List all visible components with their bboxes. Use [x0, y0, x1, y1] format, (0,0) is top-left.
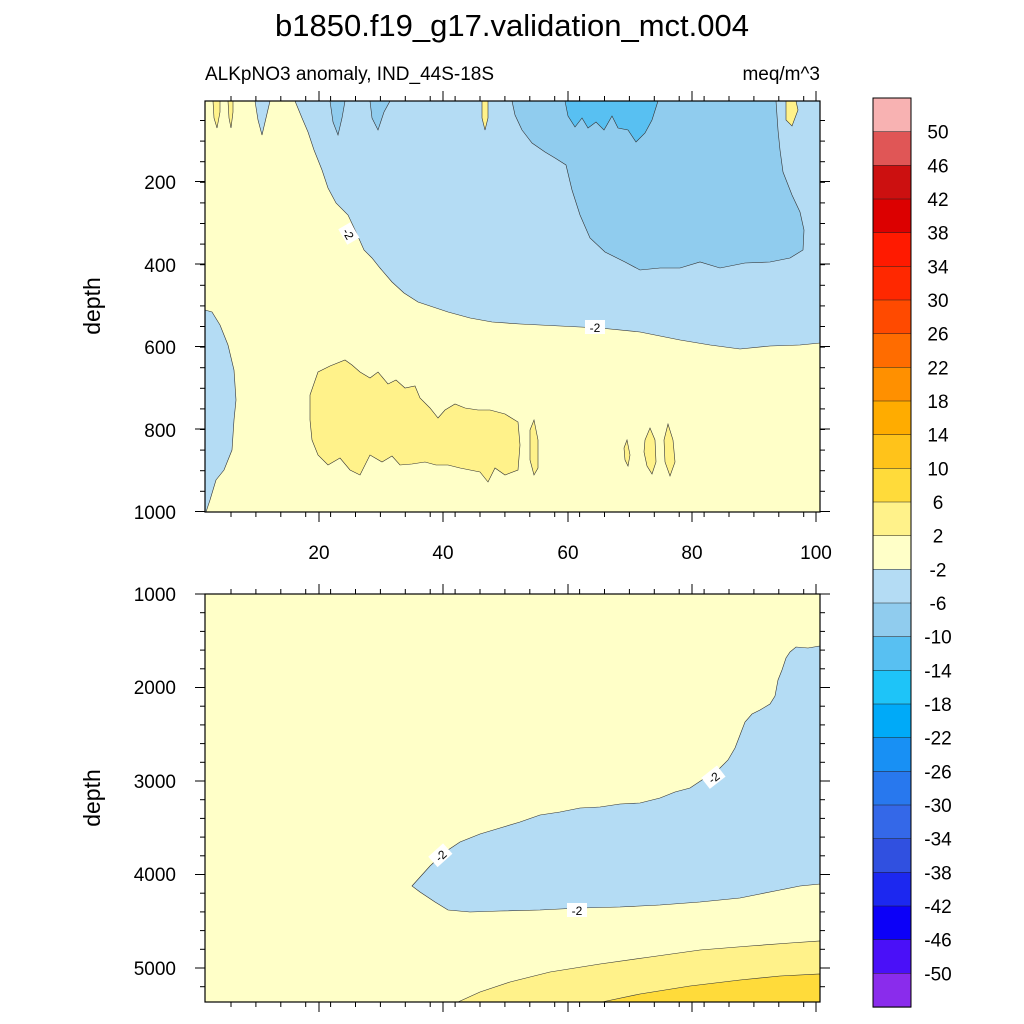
bottom-ylabel: depth: [79, 769, 105, 827]
colorbar-swatch-15: [872, 602, 912, 638]
bottom-ytick-label-1000: 1000: [134, 585, 176, 606]
colorbar-label: 42: [927, 190, 948, 211]
top-xtick-label-20: 20: [308, 543, 329, 564]
colorbar-swatch-10: [872, 434, 912, 469]
svg-text:-2: -2: [590, 321, 601, 335]
colorbar-swatch-21: [872, 804, 912, 840]
colorbar-swatch-7: [872, 333, 912, 368]
colorbar-label: -46: [924, 931, 951, 952]
svg-text:-2: -2: [572, 904, 583, 918]
bottom-contour-label-2: -2: [701, 765, 726, 789]
colorbar-swatch-25: [872, 939, 912, 974]
top-ytick-label-200: 200: [144, 173, 176, 194]
contour-region-m10-m6: [511, 100, 805, 271]
bottom-panel-frame: [204, 593, 821, 1003]
colorbar-swatch-5: [872, 266, 912, 301]
subtitle-left: ALKpNO3 anomaly, IND_44S-18S: [205, 64, 494, 85]
contour-region-deep-m6-m2: [411, 645, 821, 913]
colorbar-frame: [872, 97, 912, 1008]
colorbar-label: 46: [927, 156, 948, 177]
bottom-panel-ticks: [195, 584, 830, 1012]
contour-region-m14-m10: [564, 100, 659, 143]
colorbar-label: 22: [927, 358, 948, 379]
bottom-contour-label-3: -2: [567, 903, 587, 918]
colorbar-swatch-0: [872, 97, 912, 133]
contour-region-left-tongue: [204, 309, 237, 513]
colorbar-swatch-14: [872, 569, 912, 604]
colorbar-label: 50: [927, 123, 948, 144]
colorbar-swatch-11: [872, 468, 912, 503]
colorbar-swatch-13: [872, 535, 912, 570]
top-panel-ticks: [195, 91, 830, 522]
top-ytick-label-1000: 1000: [134, 503, 176, 524]
colorbar-label: 6: [933, 493, 944, 514]
colorbar-label: -22: [924, 729, 951, 750]
colorbar-swatch-1: [872, 131, 912, 166]
colorbar-swatch-8: [872, 367, 912, 402]
contour-sliver-4: [623, 438, 631, 467]
contour-sliver-2: [643, 427, 657, 475]
colorbar-label: -34: [924, 830, 952, 851]
bottom-ytick-label-3000: 3000: [134, 772, 176, 793]
colorbar-swatch-23: [872, 872, 912, 907]
colorbar-label: 14: [927, 426, 949, 447]
colorbar-swatch-9: [872, 400, 912, 436]
colorbar-swatch-18: [872, 703, 912, 739]
colorbar-swatch-22: [872, 838, 912, 873]
contour-sliver-1: [529, 418, 539, 476]
top-xtick-label-40: 40: [432, 543, 453, 564]
colorbar-label: -2: [930, 560, 947, 581]
colorbar-label: -30: [924, 796, 951, 817]
bottom-panel: -2 -2 -2 1000 2000 3000 4000 5000 depth: [79, 584, 830, 1012]
colorbar: 50 46 42 38 34 30 26 22 18 14 10 6 2 -2 -6 -10 -14 -18 -22…: [872, 97, 952, 1008]
colorbar-swatch-16: [872, 636, 912, 671]
bottom-ytick-label-2000: 2000: [134, 678, 176, 699]
colorbar-label: 18: [927, 392, 948, 413]
colorbar-label: -18: [924, 695, 951, 716]
bottom-contour-label-1: -2: [428, 843, 453, 868]
top-panel-frame: [204, 100, 821, 513]
colorbar-label: -26: [924, 762, 951, 783]
top-panel: -2 -2 200 400 600 800 1000 20 40 60 80 1…: [79, 91, 832, 564]
colorbar-label: 26: [927, 325, 948, 346]
top-xtick-label-80: 80: [681, 543, 702, 564]
chart-title: b1850.f19_g17.validation_mct.004: [275, 8, 749, 43]
top-ytick-label-800: 800: [144, 421, 176, 442]
colorbar-swatch-17: [872, 670, 912, 705]
colorbar-label: -6: [930, 594, 947, 615]
top-ytick-label-600: 600: [144, 338, 176, 359]
contour-sliver-3: [663, 422, 676, 477]
top-ytick-label-400: 400: [144, 256, 176, 277]
colorbar-swatch-4: [872, 232, 912, 267]
colorbar-label: 30: [927, 291, 948, 312]
top-contour-label-2: -2: [585, 320, 605, 335]
contour-region-2-6: [309, 359, 521, 483]
colorbar-label: 34: [927, 257, 949, 278]
bottom-ytick-label-5000: 5000: [134, 959, 176, 980]
colorbar-swatch-3: [872, 198, 912, 234]
bottom-ytick-label-4000: 4000: [134, 865, 176, 886]
colorbar-swatch-6: [872, 299, 912, 335]
colorbar-swatch-19: [872, 737, 912, 772]
colorbar-label: 10: [927, 459, 948, 480]
top-xtick-label-100: 100: [800, 543, 832, 564]
colorbar-swatch-20: [872, 771, 912, 806]
colorbar-label: 2: [933, 527, 944, 548]
top-ylabel: depth: [79, 277, 105, 335]
colorbar-swatch-24: [872, 905, 912, 941]
top-xtick-label-60: 60: [557, 543, 578, 564]
colorbar-label: -14: [924, 661, 952, 682]
colorbar-label: 38: [927, 224, 948, 245]
colorbar-swatch-12: [872, 501, 912, 537]
colorbar-label: -38: [924, 863, 951, 884]
colorbar-swatch-2: [872, 165, 912, 200]
colorbar-swatch-26: [872, 973, 912, 1008]
colorbar-label: -42: [924, 897, 951, 918]
subtitle-right: meq/m^3: [742, 64, 820, 85]
colorbar-label: -10: [924, 628, 951, 649]
top-contour-label-1: -2: [338, 222, 360, 245]
colorbar-label: -50: [924, 964, 951, 985]
